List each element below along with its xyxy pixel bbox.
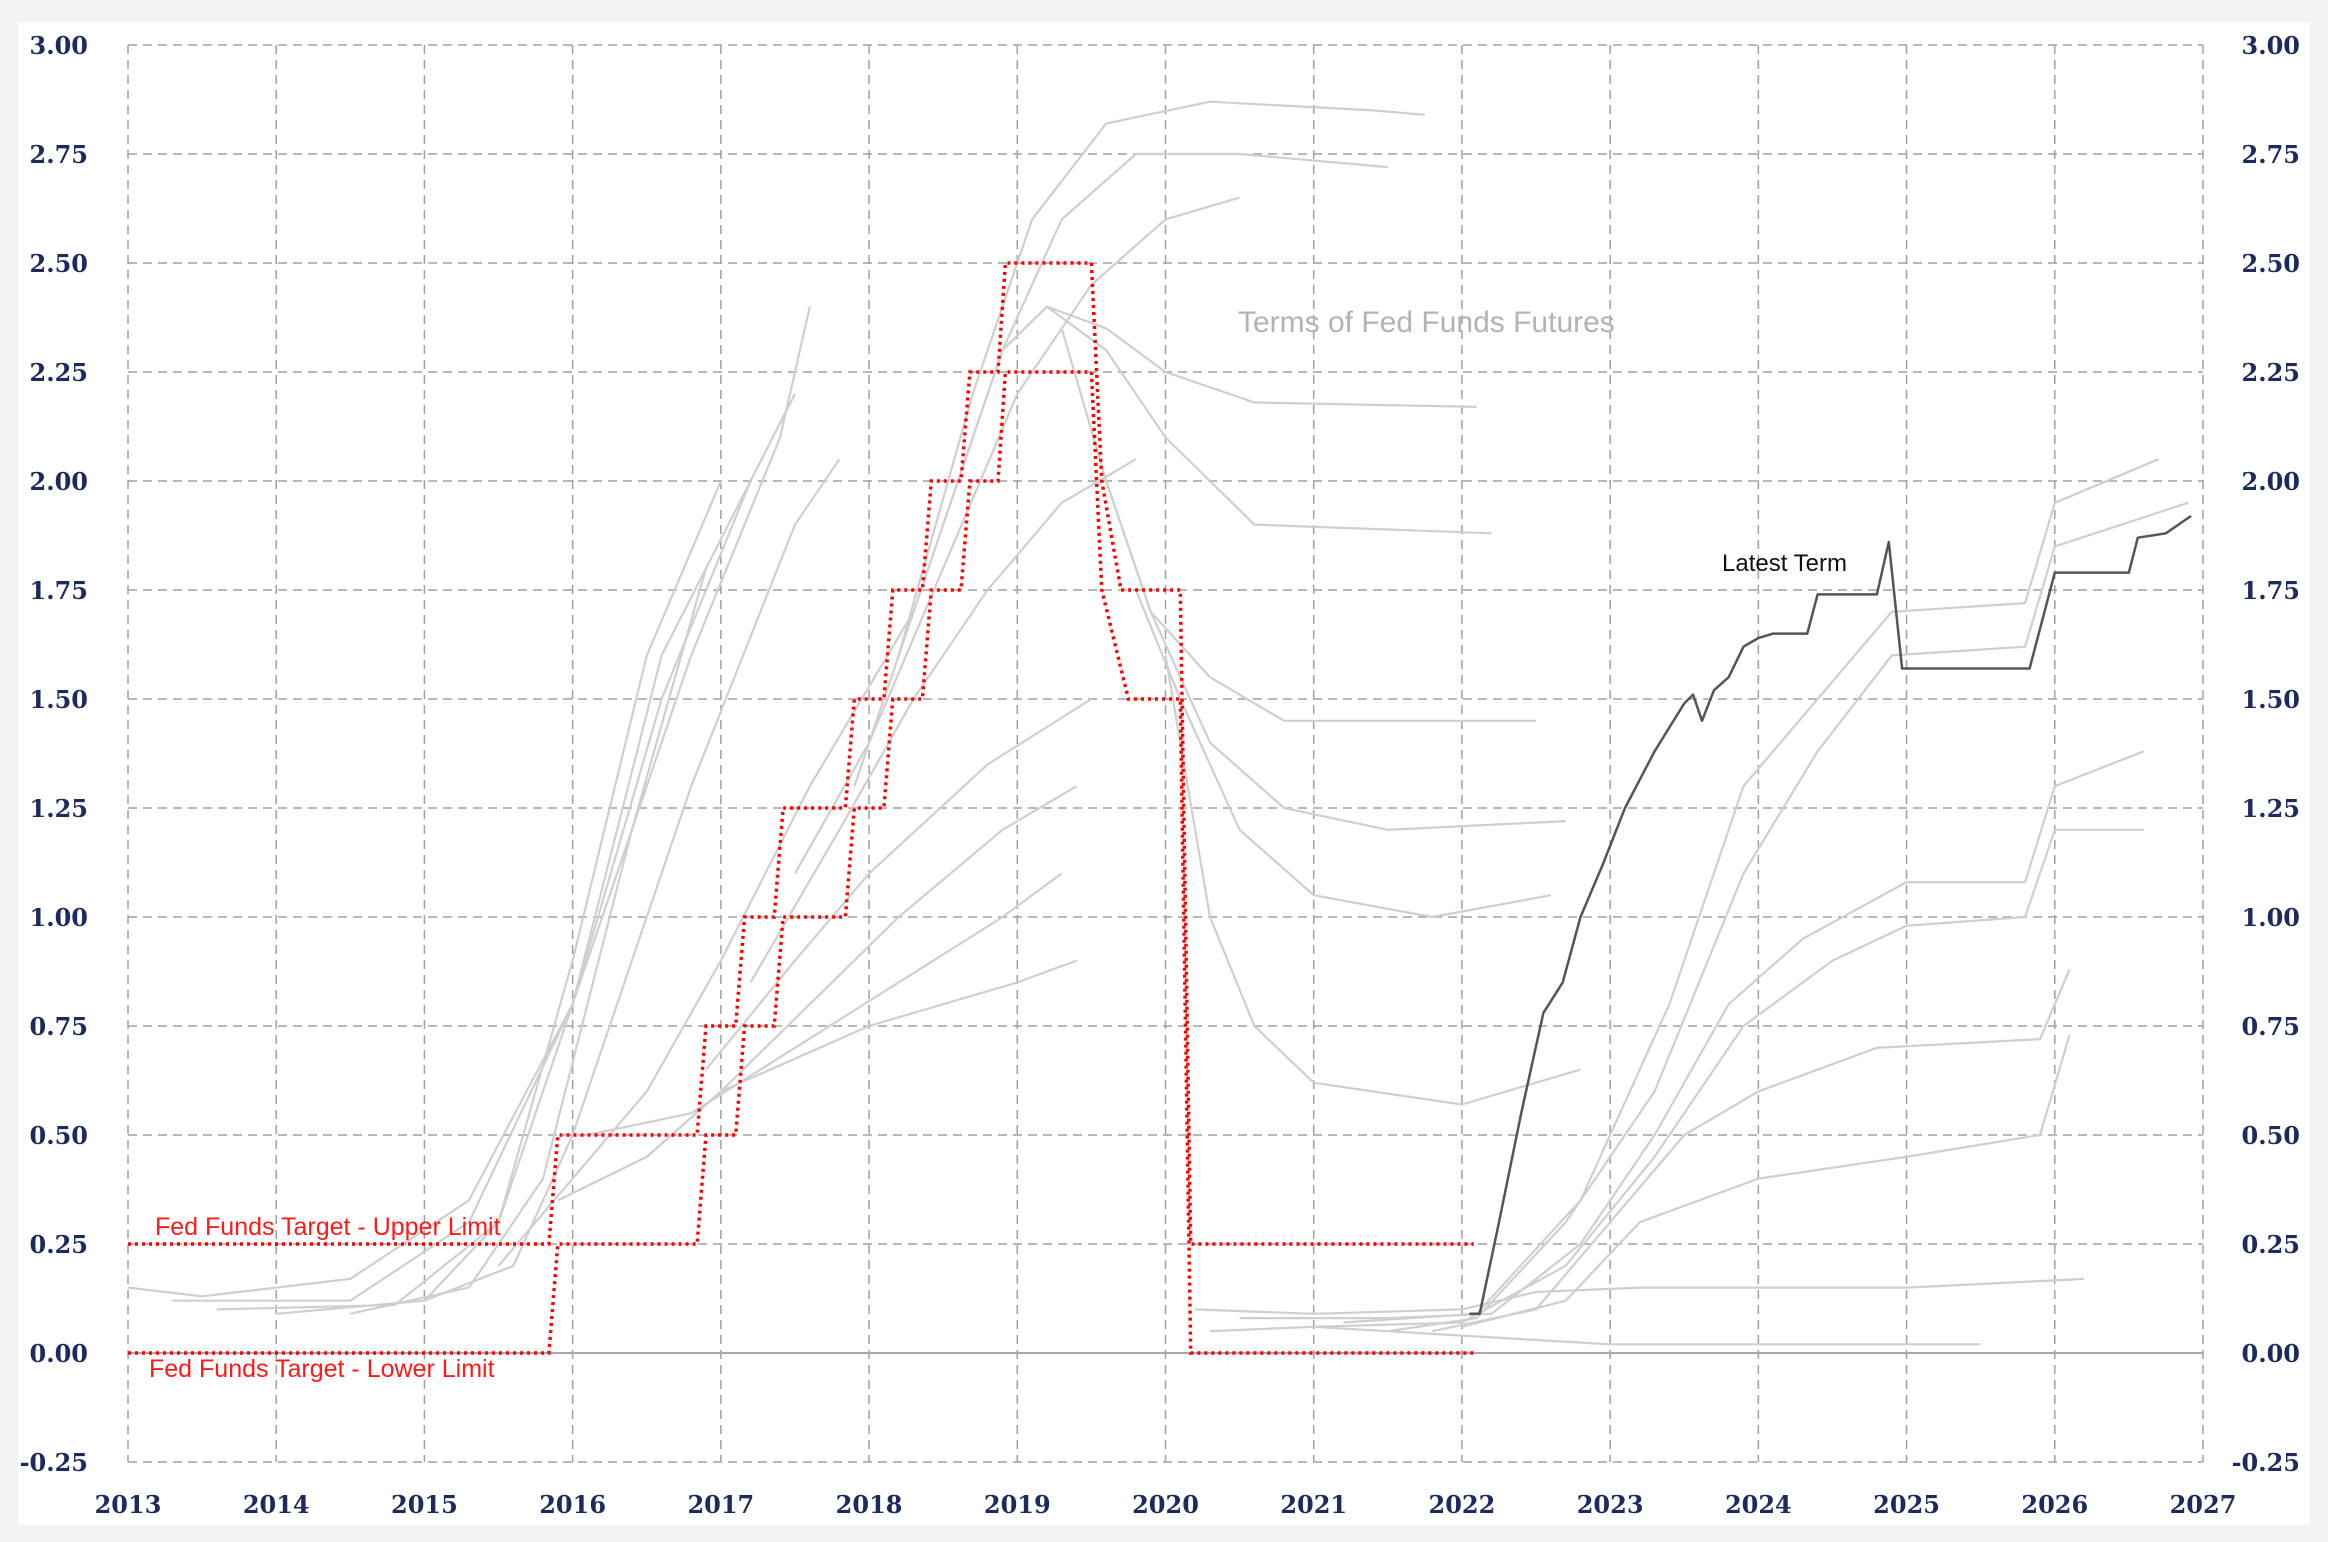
futures-term-line — [127, 306, 811, 1298]
fed-funds-lower-limit-line — [128, 370, 1474, 1355]
latest-term-annotation: Latest Term — [1722, 550, 1847, 577]
y-tick-label-right: 0.75 — [2242, 1012, 2300, 1041]
y-tick-label-left: 1.00 — [30, 903, 88, 932]
y-tick-label-left: 3.00 — [30, 31, 88, 60]
tick-labels: 2013 2014 2015 2016 2017 2018 2019 2020 2021 2022… — [20, 31, 2300, 1519]
futures-term-line — [646, 959, 1077, 1158]
futures-term-line — [1209, 1325, 1981, 1346]
latest-term-series — [1469, 514, 2192, 1316]
y-tick-label-left: 2.75 — [30, 140, 88, 169]
x-tick-label: 2013 — [95, 1490, 162, 1519]
futures-term-line — [1387, 501, 2189, 1333]
x-tick-label: 2018 — [836, 1490, 903, 1519]
y-tick-label-right: 0.25 — [2242, 1230, 2300, 1259]
y-tick-label-right: 0.50 — [2242, 1121, 2300, 1150]
y-tick-label-right: 1.75 — [2242, 576, 2300, 605]
futures-term-line — [557, 785, 1078, 1202]
y-tick-label-right: 0.00 — [2242, 1339, 2300, 1368]
futures-term-line — [1060, 328, 1536, 722]
y-tick-label-right: 2.50 — [2242, 249, 2300, 278]
y-tick-label-left: 0.25 — [30, 1230, 88, 1259]
x-tick-label: 2022 — [1429, 1490, 1496, 1519]
y-tick-label-right: 2.25 — [2242, 358, 2300, 387]
x-tick-label: 2019 — [984, 1490, 1051, 1519]
futures-term-line — [1239, 750, 2145, 1320]
y-tick-label-left: 1.75 — [30, 576, 88, 605]
y-tick-label-left: 2.25 — [30, 358, 88, 387]
futures-term-line — [1195, 1277, 2085, 1315]
futures-annotation: Terms of Fed Funds Futures — [1238, 306, 1615, 339]
futures-term-line — [1001, 305, 1492, 535]
latest-term-line — [1469, 514, 2192, 1316]
y-tick-label-right: -0.25 — [2232, 1448, 2300, 1477]
y-tick-label-left: 2.50 — [30, 249, 88, 278]
chart-panel — [18, 22, 2310, 1525]
lower-limit-annotation: Fed Funds Target - Lower Limit — [149, 1355, 495, 1383]
y-tick-label-right: 1.50 — [2242, 685, 2300, 714]
y-tick-label-right: 3.00 — [2242, 31, 2300, 60]
x-tick-label: 2017 — [687, 1490, 754, 1519]
futures-term-line — [1105, 480, 1566, 831]
futures-term-line — [749, 458, 1137, 983]
y-tick-label-left: -0.25 — [20, 1448, 88, 1477]
x-tick-label: 2027 — [2170, 1490, 2237, 1519]
x-tick-label: 2014 — [243, 1490, 310, 1519]
futures-term-line — [1461, 1034, 2071, 1328]
y-tick-label-left: 0.50 — [30, 1121, 88, 1150]
futures-term-line — [897, 100, 1425, 656]
futures-term-line — [1343, 458, 2159, 1324]
y-tick-label-left: 0.00 — [30, 1339, 88, 1368]
upper-limit-annotation: Fed Funds Target - Upper Limit — [155, 1213, 501, 1241]
futures-term-line — [216, 480, 722, 1311]
x-tick-label: 2025 — [1873, 1490, 1940, 1519]
futures-terms — [127, 100, 2189, 1346]
grid — [127, 44, 2204, 1463]
futures-term-line — [276, 393, 796, 1315]
y-tick-label-left: 2.00 — [30, 467, 88, 496]
x-tick-label: 2026 — [2021, 1490, 2088, 1519]
futures-term-line — [1134, 589, 1552, 919]
x-tick-label: 2021 — [1280, 1490, 1347, 1519]
futures-term-line — [942, 305, 1477, 525]
x-tick-label: 2020 — [1132, 1490, 1199, 1519]
y-tick-label-right: 2.00 — [2242, 467, 2300, 496]
y-tick-label-right: 1.25 — [2242, 794, 2300, 823]
y-tick-label-left: 1.25 — [30, 794, 88, 823]
fed-funds-target — [128, 261, 1474, 1355]
y-tick-label-right: 1.00 — [2242, 903, 2300, 932]
futures-term-line — [350, 567, 708, 1315]
fed-funds-upper-limit-line — [128, 261, 1474, 1246]
y-tick-label-left: 0.75 — [30, 1012, 88, 1041]
futures-term-line — [1164, 655, 1581, 1106]
futures-term-line — [853, 152, 1388, 787]
y-tick-label-left: 1.50 — [30, 685, 88, 714]
x-tick-label: 2015 — [391, 1490, 458, 1519]
x-tick-label: 2024 — [1725, 1490, 1792, 1519]
futures-term-line — [1313, 828, 2144, 1328]
futures-term-line — [587, 872, 1063, 1137]
futures-term-line — [423, 458, 841, 1302]
futures-term-line — [1432, 968, 2071, 1333]
x-tick-label: 2016 — [539, 1490, 606, 1519]
futures-term-line — [705, 698, 1092, 1071]
y-tick-label-right: 2.75 — [2242, 140, 2300, 169]
futures-term-line — [497, 611, 915, 1267]
x-tick-label: 2023 — [1577, 1490, 1644, 1519]
futures-term-line — [172, 480, 752, 1302]
